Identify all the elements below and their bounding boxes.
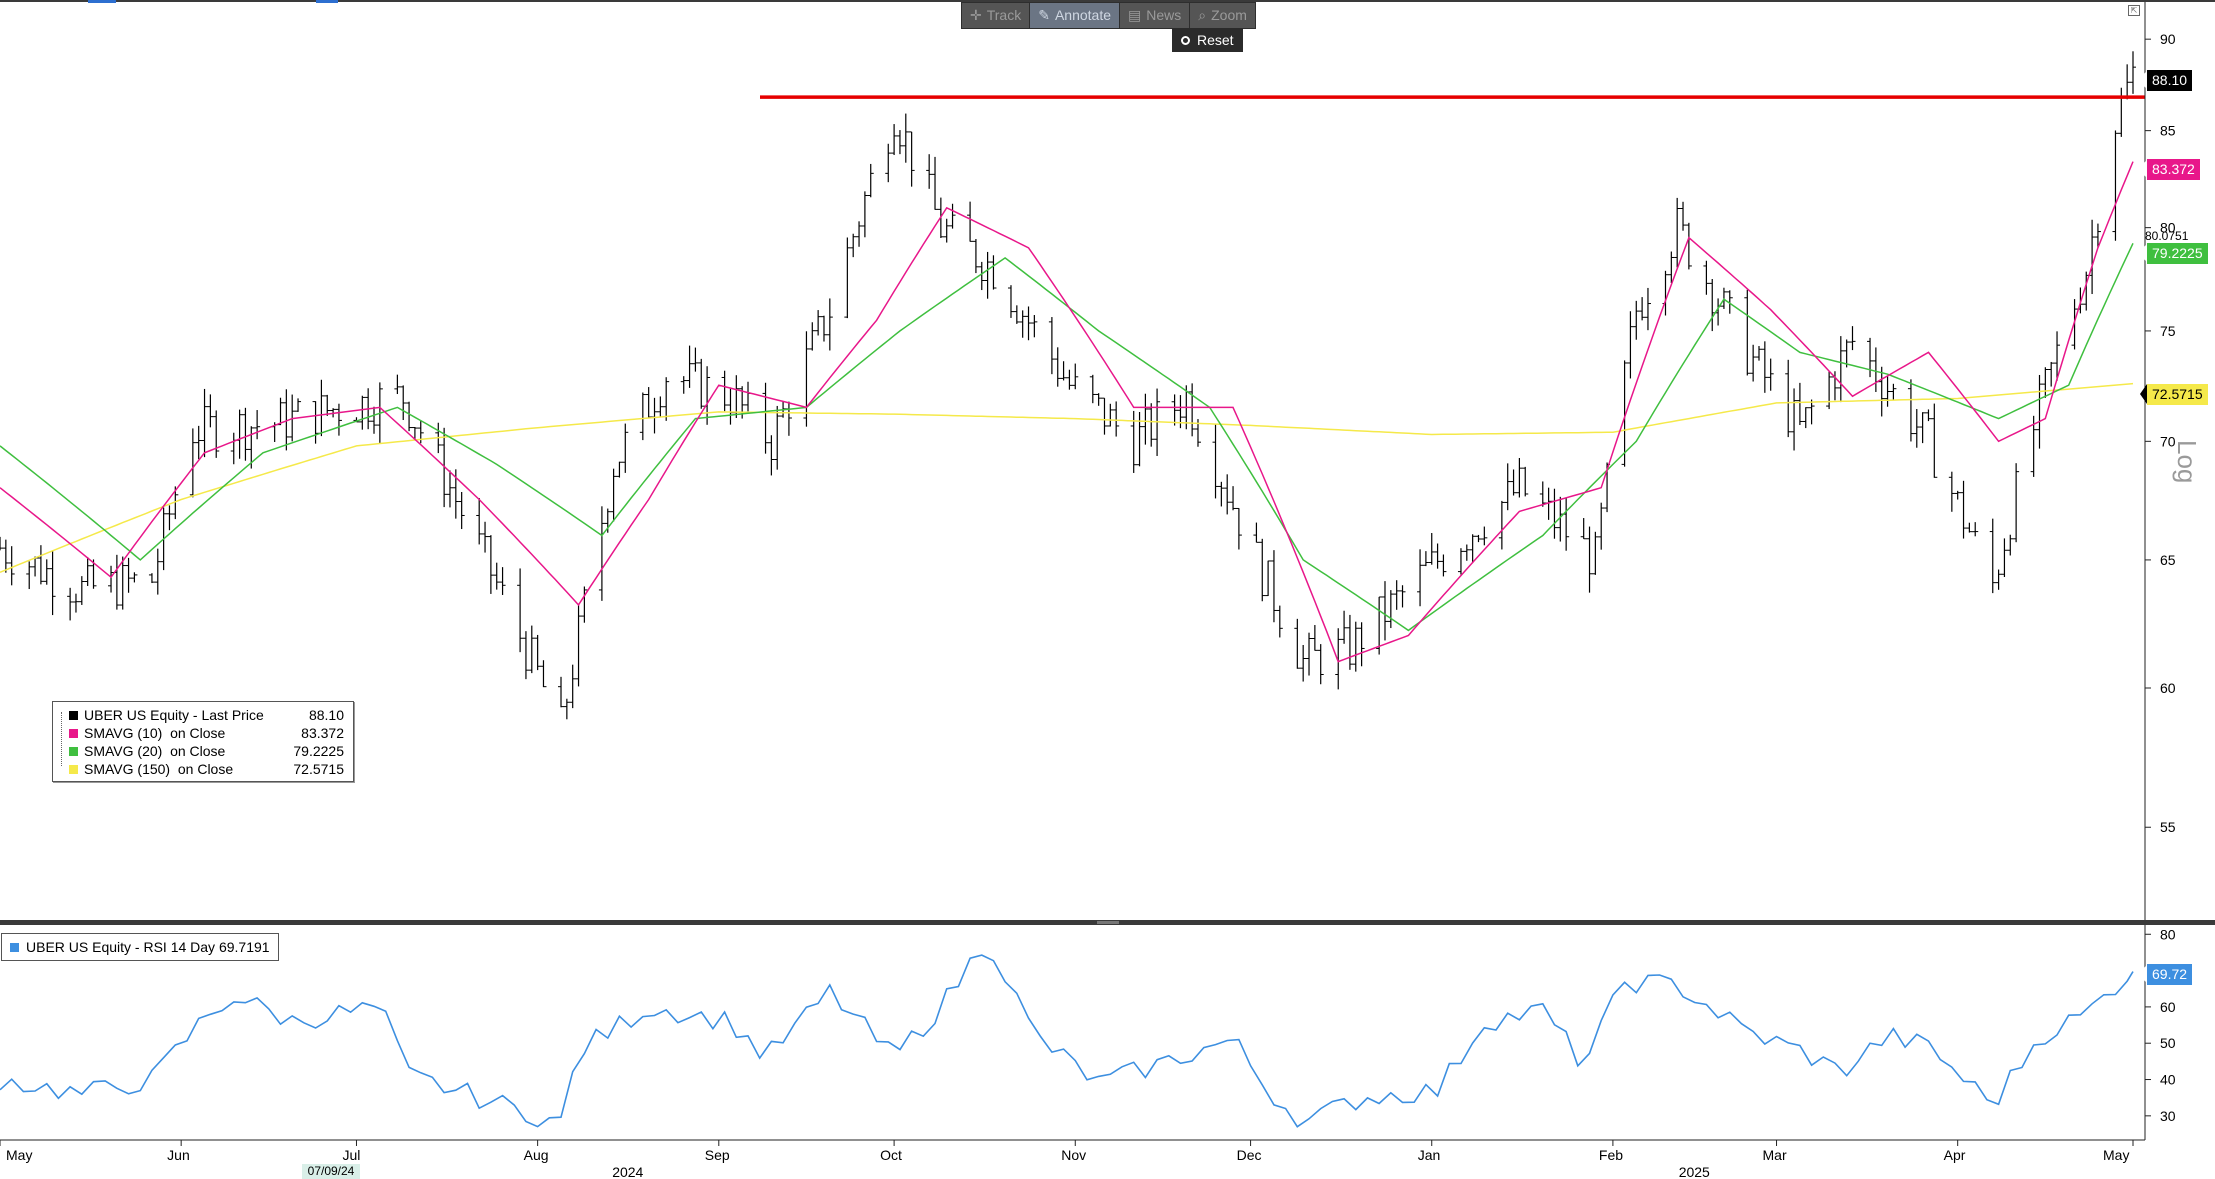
rsi-value-tag: UBER US Equity - RSI 14 Day 69.719169.72 [2139, 964, 2193, 985]
price-tick-label: 55 [2160, 819, 2176, 835]
legend-swatch [69, 710, 78, 720]
legend-row: SMAVG (10) on Close 83.372 [53, 724, 353, 742]
sma10-price-tag: 83.372 [2140, 159, 2200, 180]
legend-row: SMAVG (20) on Close 79.2225 [53, 742, 353, 760]
legend-series-name: SMAVG (10) on Close [84, 725, 226, 741]
legend-series-value: 72.5715 [293, 761, 344, 777]
month-label: Dec [1237, 1147, 1262, 1163]
price-legend[interactable]: UBER US Equity - Last Price 88.10 SMAVG (… [52, 701, 354, 782]
log-scale-label[interactable]: Log [2172, 440, 2202, 483]
legend-series-value: 83.372 [301, 725, 344, 741]
rsi-tick-label: 60 [2160, 999, 2176, 1015]
month-label: Nov [1061, 1147, 1086, 1163]
newspaper-icon: ▤ [1128, 7, 1142, 23]
track-label: Track [986, 7, 1022, 23]
zoom-label: Zoom [1211, 7, 1247, 23]
pane-resize-handle[interactable] [1097, 921, 1119, 924]
sma150-line [0, 382, 2134, 573]
legend-series-value: 79.2225 [293, 743, 344, 759]
reset-icon [1181, 35, 1190, 45]
price-tick-label: 65 [2160, 552, 2176, 568]
year-label: 2024 [612, 1164, 643, 1179]
legend-swatch [69, 746, 78, 756]
pencil-icon: ✎ [1038, 7, 1050, 23]
magnifier-icon: ⌕ [1198, 7, 1207, 23]
last-price-value: 88.10 [2152, 72, 2188, 88]
month-label: Feb [1599, 1147, 1623, 1163]
legend-series-name: UBER US Equity - Last Price [84, 707, 264, 723]
month-label: Sep [705, 1147, 730, 1163]
reset-button[interactable]: Reset [1172, 28, 1243, 52]
month-label: Mar [1763, 1147, 1787, 1163]
rsi-value: 69.72 [2152, 966, 2188, 982]
legend-series-name: SMAVG (20) on Close [84, 743, 226, 759]
annotate-button[interactable]: ✎ Annotate [1030, 3, 1121, 28]
moving-average-lines [0, 161, 2134, 663]
legend-swatch [69, 728, 78, 738]
rsi-legend[interactable]: UBER US Equity - RSI 14 Day 69.7191 [1, 933, 279, 961]
legend-series-name: SMAVG (150) on Close [84, 761, 234, 777]
crosshair-icon: ✛ [970, 7, 982, 23]
price-tick-label: 80 [2160, 220, 2176, 236]
top-border [0, 0, 2215, 2]
price-tick-label: 75 [2160, 323, 2176, 339]
track-button[interactable]: ✛ Track [962, 3, 1031, 28]
ohlc-bars-group [0, 51, 2136, 720]
month-label: Apr [1944, 1147, 1966, 1163]
sma20-value: 79.2225 [2152, 245, 2203, 261]
sma20-line [0, 242, 2134, 632]
reset-label: Reset [1197, 32, 1234, 48]
rsi-tick-label: 30 [2160, 1108, 2176, 1124]
month-label: Jan [1418, 1147, 1441, 1163]
month-label: Aug [524, 1147, 549, 1163]
sma150-value: 72.5715 [2152, 386, 2203, 402]
chart-options-icon[interactable]: ⇱ [2128, 5, 2140, 16]
price-tick-label: 70 [2160, 433, 2176, 449]
rsi-tick-label: 50 [2160, 1035, 2176, 1051]
legend-swatch [69, 764, 78, 774]
sma20-price-tag: 79.2225 [2140, 243, 2208, 264]
month-label: Jul [342, 1147, 360, 1163]
rsi-tick-label: 80 [2160, 926, 2176, 942]
news-button[interactable]: ▤ News [1120, 3, 1191, 28]
workspace-tab-marker [88, 0, 116, 3]
crosshair-date-flag: 07/09/24 [302, 1164, 360, 1179]
legend-row: SMAVG (150) on Close 72.5715 [53, 760, 353, 778]
legend-row: UBER US Equity - Last Price 88.10 [53, 706, 353, 724]
year-label: 2025 [1679, 1164, 1710, 1179]
month-label: Oct [880, 1147, 902, 1163]
sma10-line [0, 161, 2134, 663]
legend-tree-lines [61, 712, 68, 766]
chart-toolbar: ✛ Track ✎ Annotate ▤ News ⌕ Zoom [961, 2, 1256, 29]
month-label: Jun [167, 1147, 190, 1163]
month-label: May [6, 1147, 32, 1163]
annotate-label: Annotate [1054, 7, 1112, 23]
price-tick-label: 85 [2160, 123, 2176, 139]
rsi-legend-label: UBER US Equity - RSI 14 Day 69.7191 [26, 939, 270, 955]
last-price-tag: 88.10 [2139, 70, 2193, 91]
rsi-line-group [0, 954, 2134, 1128]
legend-series-value: 88.10 [308, 707, 344, 723]
price-tick-label: 60 [2160, 680, 2176, 696]
rsi-tick-label: 40 [2160, 1072, 2176, 1088]
sma20-alt-value: 80.0751 [2145, 229, 2189, 243]
rsi-line [0, 954, 2134, 1128]
legend-swatch [10, 942, 19, 952]
sma150-price-tag: 72.5715 [2140, 384, 2208, 405]
workspace-tab-marker [316, 0, 338, 3]
news-label: News [1146, 7, 1182, 23]
zoom-button[interactable]: ⌕ Zoom [1190, 3, 1255, 28]
sma10-value: 83.372 [2152, 161, 2195, 177]
month-label: May [2103, 1147, 2129, 1163]
price-tick-label: 90 [2160, 31, 2176, 47]
